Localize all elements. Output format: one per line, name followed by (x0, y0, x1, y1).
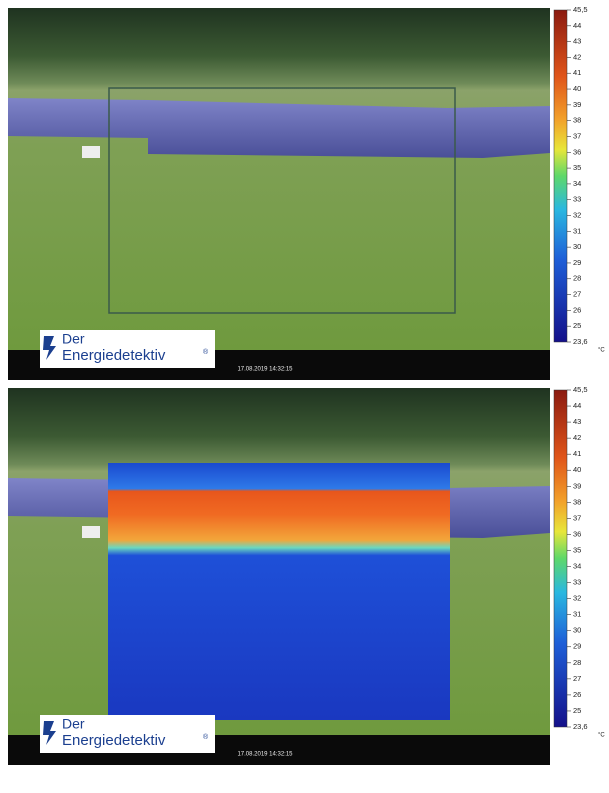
scale-label: 38 (573, 116, 581, 125)
thermal-overlay (108, 463, 450, 720)
scale-label: 35 (573, 163, 581, 172)
scale-label: 34 (573, 179, 581, 188)
scale-label: 30 (573, 242, 581, 251)
scale-label: 27 (573, 290, 581, 299)
color-bar (554, 10, 567, 342)
scale-label: 37 (573, 131, 581, 140)
scale-label: 36 (573, 529, 581, 538)
scale-label: 30 (573, 626, 581, 635)
scale-label: 23,6 (573, 722, 588, 731)
scale-label: 40 (573, 84, 581, 93)
scale-label: 45,5 (573, 5, 588, 14)
scale-label: 32 (573, 211, 581, 220)
scale-label: 36 (573, 147, 581, 156)
logo-line2: Energiedetektiv (62, 732, 166, 749)
scale-label: 28 (573, 274, 581, 283)
sign (82, 526, 100, 538)
scale-label: 32 (573, 594, 581, 603)
scale-label: 39 (573, 481, 581, 490)
scale-label: 26 (573, 690, 581, 699)
sign (82, 146, 100, 158)
scale-label: 41 (573, 68, 581, 77)
scale-label: 37 (573, 513, 581, 522)
scale-label: 38 (573, 497, 581, 506)
scale-label: 42 (573, 52, 581, 61)
timestamp: 17.08.2019 14:32:15 (237, 752, 293, 758)
scale-label: 43 (573, 417, 581, 426)
scale-label: 40 (573, 465, 581, 474)
scale-label: 27 (573, 674, 581, 683)
scale-label: 28 (573, 658, 581, 667)
scale-unit: °C (598, 348, 605, 354)
screenshot: 17.08.2019 14:32:15DerEnergiedetektiv®45… (0, 0, 609, 793)
scale-label: 25 (573, 321, 581, 330)
scale-label: 42 (573, 433, 581, 442)
timestamp: 17.08.2019 14:32:15 (237, 367, 293, 373)
scale-label: 33 (573, 195, 581, 204)
scale-label: 44 (573, 21, 581, 30)
scale-unit: °C (598, 733, 605, 739)
logo-line1: Der (62, 331, 85, 347)
scale-label: 33 (573, 578, 581, 587)
color-bar (554, 390, 567, 727)
scale-label: 31 (573, 610, 581, 619)
logo-mark: ® (203, 348, 209, 356)
scale-label: 25 (573, 706, 581, 715)
scale-label: 29 (573, 642, 581, 651)
scale-label: 26 (573, 305, 581, 314)
logo-line1: Der (62, 716, 85, 732)
scale-label: 23,6 (573, 337, 588, 346)
scale-label: 41 (573, 449, 581, 458)
logo-line2: Energiedetektiv (62, 347, 166, 364)
scale-label: 29 (573, 258, 581, 267)
scale-label: 39 (573, 100, 581, 109)
scale-label: 34 (573, 562, 581, 571)
scale-label: 35 (573, 545, 581, 554)
photo (8, 8, 550, 350)
scale-label: 44 (573, 401, 581, 410)
scale-label: 31 (573, 226, 581, 235)
scale-label: 45,5 (573, 385, 588, 394)
scale-label: 43 (573, 37, 581, 46)
logo-mark: ® (203, 733, 209, 741)
